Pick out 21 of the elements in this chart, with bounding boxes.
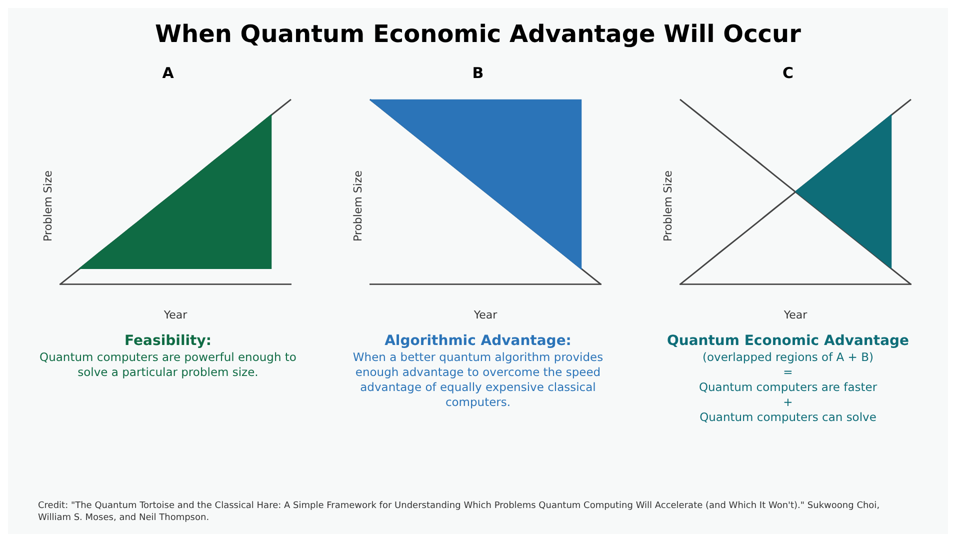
y-axis-title: Problem Size [42,170,54,242]
x-axis-title: Year [782,308,808,322]
text: Feasibility: [124,332,212,350]
chart-subtitle: A [162,64,174,84]
text: Quantum Economic Advantage [666,332,910,350]
y-axis-title: Problem Size [662,170,674,242]
text: = [782,365,794,380]
text: When a better quantum algorithm provides enough advantage to overcome the speed advantage of equally expensive classical computers. [352,350,604,410]
text: Algorithmic Advantage: [384,332,572,350]
chart-subtitle: C [782,64,794,84]
x-axis-title: Year [472,308,498,322]
text: (overlapped regions of A + B) [702,350,874,365]
text: Quantum computers can solve [698,410,878,425]
text: + [782,395,794,410]
y-axis-title: Problem Size [352,170,364,242]
x-axis-title: Year [162,308,188,322]
chart-subtitle: B [472,64,484,84]
text: Credit: "The Quantum Tortoise and the Classical Hare: A Simple Framework for Understanding Which Problems Quantum Computing Will Accelerate (and Which It Won't)." Sukwoong Choi, William S. Moses, and Neil Thompson. [38,500,881,524]
text: When Quantum Economic Advantage Will Occur [154,20,802,48]
text: Quantum computers are faster [698,380,878,395]
text: Quantum computers are powerful enough to solve a particular problem size. [38,350,298,380]
